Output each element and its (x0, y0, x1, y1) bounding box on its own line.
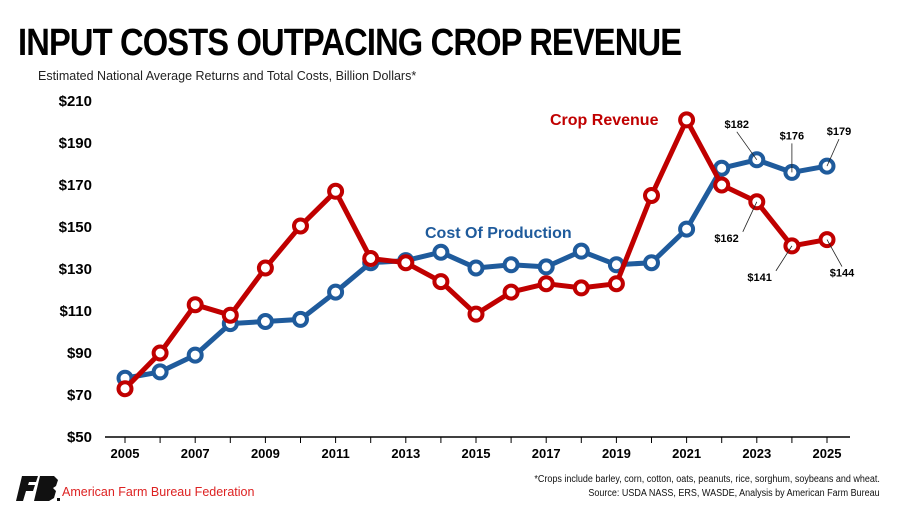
y-tick-label: $150 (59, 219, 92, 236)
annotation-leader-line (775, 245, 793, 272)
annotation-leader-line (826, 239, 843, 267)
x-tick-label: 2023 (742, 446, 771, 461)
series-label-cost-of-production: Cost Of Production (425, 225, 572, 242)
y-tick-label: $90 (67, 345, 92, 362)
data-point (607, 275, 625, 293)
data-point (397, 254, 415, 272)
x-tick-label: 2005 (111, 446, 140, 461)
annotation-leader-line (826, 138, 840, 167)
afbf-logo-icon (16, 476, 60, 501)
data-point (467, 259, 485, 277)
x-tick-label: 2017 (532, 446, 561, 461)
data-point (678, 220, 696, 238)
data-point (432, 273, 450, 291)
source-note: Source: USDA NASS, ERS, WASDE, Analysis … (588, 488, 880, 499)
data-point (678, 111, 696, 129)
footnote: *Crops include barley, corn, cotton, oat… (534, 474, 880, 485)
data-point (713, 176, 731, 194)
data-point (186, 296, 204, 314)
data-point (151, 363, 169, 381)
data-point (292, 310, 309, 328)
data-point (467, 305, 485, 323)
x-tick-label: 2011 (321, 446, 349, 461)
data-label: $144 (830, 268, 855, 280)
data-point (432, 243, 450, 261)
data-point (502, 256, 520, 274)
chart-subtitle: Estimated National Average Returns and T… (38, 69, 417, 83)
y-tick-label: $110 (59, 303, 92, 320)
chart-title: INPUT COSTS OUTPACING CROP REVENUE (18, 22, 682, 64)
data-point (362, 250, 380, 267)
y-tick-label: $210 (59, 93, 92, 110)
x-tick-label: 2025 (813, 446, 842, 461)
data-point (643, 187, 660, 204)
y-tick-label: $70 (67, 387, 92, 404)
data-point (116, 380, 134, 398)
y-tick-label: $130 (59, 261, 92, 278)
y-tick-label: $50 (67, 429, 92, 446)
x-tick-label: 2007 (181, 446, 210, 461)
x-tick-label: 2009 (251, 446, 280, 461)
data-label: $176 (780, 130, 804, 142)
data-point (256, 259, 274, 277)
data-point (537, 258, 555, 276)
data-point (327, 283, 345, 301)
data-point (572, 242, 590, 260)
annotation-leader-line (742, 201, 758, 232)
data-point (151, 344, 169, 362)
data-point (292, 217, 309, 235)
x-tick-label: 2019 (602, 446, 631, 461)
x-tick-label: 2021 (672, 446, 701, 461)
data-point (327, 182, 345, 200)
data-point (256, 313, 274, 330)
data-label: $141 (747, 272, 771, 284)
data-point (221, 306, 239, 324)
data-point (537, 275, 555, 293)
data-point (572, 279, 590, 297)
x-tick-label: 2013 (391, 446, 420, 461)
data-label: $162 (714, 233, 738, 245)
organization-name: American Farm Bureau Federation (62, 485, 255, 499)
data-point (502, 283, 520, 301)
data-label: $182 (725, 119, 749, 131)
series-label-crop-revenue: Crop Revenue (550, 112, 659, 129)
annotation-leader-line (736, 131, 758, 161)
data-point (643, 254, 660, 272)
data-label: $179 (827, 126, 851, 138)
data-point (186, 346, 204, 364)
y-tick-label: $170 (59, 177, 92, 194)
x-tick-label: 2015 (462, 446, 491, 461)
y-tick-label: $190 (59, 135, 92, 152)
